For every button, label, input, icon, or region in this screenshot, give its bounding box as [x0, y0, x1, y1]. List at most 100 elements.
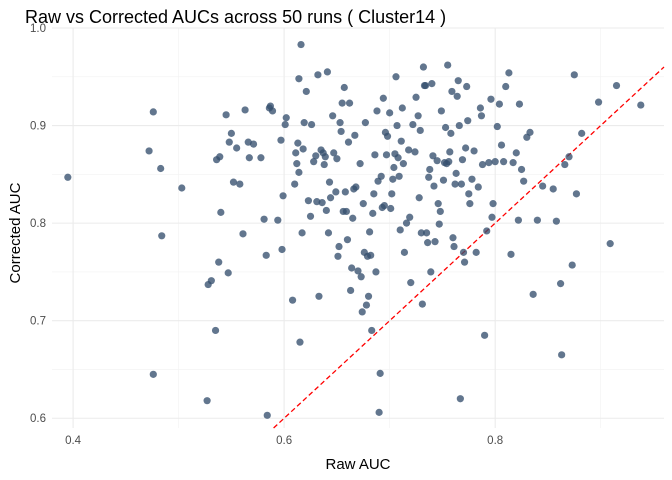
- data-point: [364, 292, 373, 300]
- data-point: [323, 68, 331, 76]
- data-point: [281, 120, 289, 129]
- data-point: [512, 149, 520, 157]
- data-point: [376, 369, 384, 377]
- data-point: [509, 159, 517, 167]
- data-point: [347, 286, 355, 295]
- data-point: [356, 160, 364, 168]
- data-point: [406, 213, 414, 221]
- data-point: [312, 152, 320, 160]
- data-point: [470, 147, 478, 155]
- data-point: [326, 194, 335, 202]
- data-point: [268, 107, 277, 115]
- data-point: [236, 180, 244, 188]
- data-point: [338, 99, 346, 107]
- x-tick-label: 0.8: [487, 435, 503, 447]
- data-point: [379, 94, 387, 102]
- data-point: [451, 180, 459, 188]
- data-point: [399, 160, 407, 168]
- data-point: [306, 212, 315, 220]
- data-point: [433, 157, 441, 165]
- data-point: [424, 239, 432, 247]
- data-point: [203, 397, 211, 405]
- data-point: [388, 190, 396, 198]
- data-point: [444, 61, 452, 69]
- data-point: [478, 160, 487, 169]
- data-point: [343, 236, 352, 244]
- x-tick-label: 0.6: [276, 435, 292, 447]
- data-point: [422, 229, 431, 237]
- data-point: [491, 158, 499, 166]
- data-point: [489, 200, 497, 208]
- data-point: [556, 280, 565, 288]
- data-point: [429, 152, 437, 160]
- data-point: [464, 117, 472, 125]
- data-point: [341, 188, 349, 196]
- data-point: [380, 201, 388, 210]
- data-point: [352, 183, 360, 191]
- data-point: [394, 154, 402, 162]
- data-point: [366, 228, 374, 236]
- data-point: [407, 279, 415, 287]
- data-point: [415, 194, 423, 202]
- data-point: [558, 351, 566, 359]
- data-point: [481, 331, 489, 339]
- data-point: [329, 112, 337, 120]
- data-point: [157, 164, 165, 173]
- data-point: [344, 138, 353, 146]
- data-point: [310, 158, 318, 166]
- y-axis-title: Corrected AUC: [7, 182, 24, 283]
- data-point: [526, 128, 534, 136]
- data-point: [412, 93, 420, 101]
- data-point: [417, 229, 425, 237]
- data-point: [606, 240, 614, 248]
- data-point: [224, 269, 232, 277]
- data-point: [342, 207, 350, 216]
- data-point: [367, 251, 375, 259]
- data-point: [390, 163, 398, 172]
- data-point: [282, 114, 290, 122]
- data-point: [398, 104, 406, 112]
- data-point: [462, 144, 470, 152]
- data-point: [233, 144, 241, 152]
- data-point: [297, 40, 305, 49]
- data-point: [333, 155, 341, 163]
- data-point: [446, 148, 454, 156]
- data-point: [257, 154, 265, 162]
- data-point: [217, 208, 225, 216]
- y-tick-label: 0.9: [30, 121, 46, 133]
- data-point: [383, 132, 392, 140]
- data-point: [377, 172, 385, 180]
- data-point: [222, 111, 230, 119]
- data-point: [460, 258, 469, 266]
- data-point: [463, 82, 471, 91]
- data-point: [397, 137, 405, 145]
- data-point: [437, 107, 445, 115]
- data-point: [239, 230, 247, 238]
- data-point: [340, 83, 348, 92]
- data-point: [241, 106, 249, 114]
- data-point: [216, 153, 224, 161]
- data-point: [382, 151, 391, 159]
- data-point: [332, 188, 340, 196]
- data-point: [497, 141, 506, 149]
- data-point: [322, 206, 330, 215]
- data-point: [277, 136, 285, 144]
- data-point: [393, 121, 401, 130]
- data-point: [419, 63, 428, 71]
- data-point: [386, 109, 394, 117]
- data-point: [345, 99, 354, 107]
- data-point: [436, 207, 444, 216]
- data-point: [387, 204, 395, 213]
- data-point: [426, 165, 434, 174]
- data-point: [335, 242, 343, 251]
- data-point: [594, 98, 603, 106]
- data-point: [392, 73, 400, 81]
- data-point: [515, 100, 524, 108]
- data-point: [483, 227, 491, 235]
- data-point: [245, 154, 253, 162]
- data-point: [568, 261, 576, 269]
- data-point: [418, 300, 426, 308]
- data-point: [279, 192, 287, 200]
- data-point: [428, 80, 436, 88]
- data-point: [468, 175, 476, 183]
